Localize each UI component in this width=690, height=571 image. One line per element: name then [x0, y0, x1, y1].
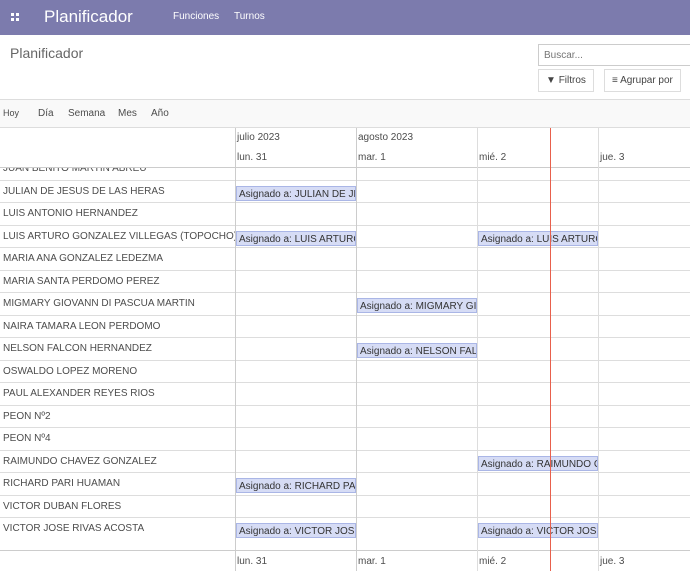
apps-menu-icon[interactable] [11, 13, 19, 21]
day-label: mar. 1 [358, 556, 386, 567]
shift-pill[interactable]: Asignado a: MIGMARY GIOVANN DI PASCUA MA… [357, 298, 477, 313]
filter-icon: ▼ [546, 75, 556, 86]
gantt-row: VICTOR DUBAN FLORES [0, 496, 690, 518]
resource-name: VICTOR DUBAN FLORES [3, 500, 122, 512]
resource-name: LUIS ARTURO GONZALEZ VILLEGAS (TOPOCHO) [3, 230, 238, 242]
menu-funciones[interactable]: Funciones [173, 11, 220, 22]
resource-name: PEON Nº2 [3, 410, 51, 422]
day-label: jue. 3 [600, 556, 625, 567]
gantt-row: PEON Nº2 [0, 406, 690, 428]
scale-toolbar: Hoy Día Semana Mes Año [0, 100, 690, 128]
resource-name: NAIRA TAMARA LEON PERDOMO [3, 320, 161, 332]
resource-name: MIGMARY GIOVANN DI PASCUA MARTIN [3, 298, 195, 309]
scale-week[interactable]: Semana [68, 108, 106, 119]
gantt-row: MIGMARY GIOVANN DI PASCUA MARTIN Asignado… [0, 293, 690, 316]
resource-name: RICHARD PARI HUAMAN [3, 478, 121, 489]
menu-turnos[interactable]: Turnos [234, 11, 265, 22]
shift-pill[interactable]: Asignado a: NELSON FALCON HERNANDEZ [357, 343, 477, 358]
resource-name: OSWALDO LOPEZ MORENO [3, 365, 138, 377]
resource-name: JULIAN DE JESUS DE LAS HERAS [3, 185, 165, 197]
gantt-footer: lun. 31 mar. 1 mié. 2 jue. 3 [0, 550, 690, 571]
group-by-label: Agrupar por [620, 75, 673, 86]
list-icon: ≡ [612, 75, 618, 86]
gantt-row: JULIAN DE JESUS DE LAS HERAS Asignado a: … [0, 181, 690, 203]
month-label: agosto 2023 [358, 132, 414, 143]
control-panel: Planificador ▼ Filtros ≡ Agrupar por [0, 35, 690, 100]
gantt-rows: JUAN BENITO MARTIN ABREU JULIAN DE JESUS … [0, 168, 690, 550]
month-label: julio 2023 [237, 132, 280, 143]
gantt-row: JUAN BENITO MARTIN ABREU [0, 168, 690, 181]
gantt-header: julio 2023 agosto 2023 lun. 31 mar. 1 mi… [0, 128, 690, 168]
shift-pill[interactable]: Asignado a: VICTOR JOSE RIVAS ACOSTA [236, 523, 356, 538]
gantt-row: VICTOR JOSE RIVAS ACOSTA Asignado a: VICT… [0, 518, 690, 550]
shift-pill[interactable]: Asignado a: JULIAN DE JESUS DE LAS HERAS [236, 185, 356, 201]
resource-name: VICTOR JOSE RIVAS ACOSTA [3, 523, 145, 534]
gantt-row: MARIA ANA GONZALEZ LEDEZMA [0, 248, 690, 271]
resource-name: PEON Nº4 [3, 433, 51, 444]
resource-name: MARIA SANTA PERDOMO PEREZ [3, 275, 160, 287]
gantt-row: PEON Nº4 [0, 428, 690, 451]
scale-month[interactable]: Mes [118, 108, 137, 119]
resource-name: PAUL ALEXANDER REYES RIOS [3, 388, 155, 399]
day-label: lun. 31 [237, 152, 268, 163]
gantt-row: LUIS ARTURO GONZALEZ VILLEGAS (TOPOCHO) A… [0, 226, 690, 248]
group-by-button[interactable]: ≡ Agrupar por [604, 69, 681, 92]
column-divider [235, 128, 236, 571]
day-label: jue. 3 [600, 152, 625, 163]
shift-pill[interactable]: Asignado a: VICTOR JOSE RIVAS ACOSTA [478, 523, 598, 538]
column-divider [598, 128, 599, 571]
shift-pill[interactable]: Asignado a: LUIS ARTURO GONZALEZ VILLEGA… [236, 230, 356, 246]
resource-name: LUIS ANTONIO HERNANDEZ [3, 208, 138, 219]
day-label: lun. 31 [237, 556, 268, 567]
column-divider [356, 128, 357, 571]
app-title: Planificador [44, 7, 133, 26]
resource-name: MARIA ANA GONZALEZ LEDEZMA [3, 253, 164, 264]
shift-pill[interactable]: Asignado a: RICHARD PARI HUAMAN [236, 478, 356, 493]
gantt-row: MARIA SANTA PERDOMO PEREZ [0, 271, 690, 293]
day-label: mié. 2 [479, 556, 507, 567]
gantt-row: OSWALDO LOPEZ MORENO [0, 361, 690, 383]
gantt-row: NAIRA TAMARA LEON PERDOMO [0, 316, 690, 338]
gantt-row: RAIMUNDO CHAVEZ GONZALEZ Asignado a: RAIM… [0, 451, 690, 473]
current-time-line [550, 128, 551, 571]
search-input[interactable] [538, 44, 690, 66]
scale-year[interactable]: Año [151, 108, 169, 119]
page-title: Planificador [10, 45, 84, 61]
resource-name: JUAN BENITO MARTIN ABREU [3, 168, 147, 174]
filters-button[interactable]: ▼ Filtros [538, 69, 594, 92]
resource-name: NELSON FALCON HERNANDEZ [3, 343, 152, 354]
filters-label: Filtros [558, 75, 586, 86]
resource-name: RAIMUNDO CHAVEZ GONZALEZ [3, 455, 157, 467]
day-label: mar. 1 [358, 152, 386, 163]
gantt-row: PAUL ALEXANDER REYES RIOS [0, 383, 690, 406]
gantt-row: LUIS ANTONIO HERNANDEZ [0, 203, 690, 226]
top-navbar: Planificador Funciones Turnos [0, 0, 690, 35]
today-button[interactable]: Hoy [3, 108, 20, 118]
day-label: mié. 2 [479, 152, 507, 163]
shift-pill[interactable]: Asignado a: LUIS ARTURO GONZALEZ VILLEGA… [478, 230, 598, 246]
gantt-row: NELSON FALCON HERNANDEZ Asignado a: NELSO… [0, 338, 690, 361]
column-divider [477, 128, 478, 571]
shift-pill[interactable]: Asignado a: RAIMUNDO CHAVEZ GONZALEZ [478, 455, 598, 471]
scale-day[interactable]: Día [38, 108, 54, 119]
gantt-row: RICHARD PARI HUAMAN Asignado a: RICHARD P… [0, 473, 690, 496]
